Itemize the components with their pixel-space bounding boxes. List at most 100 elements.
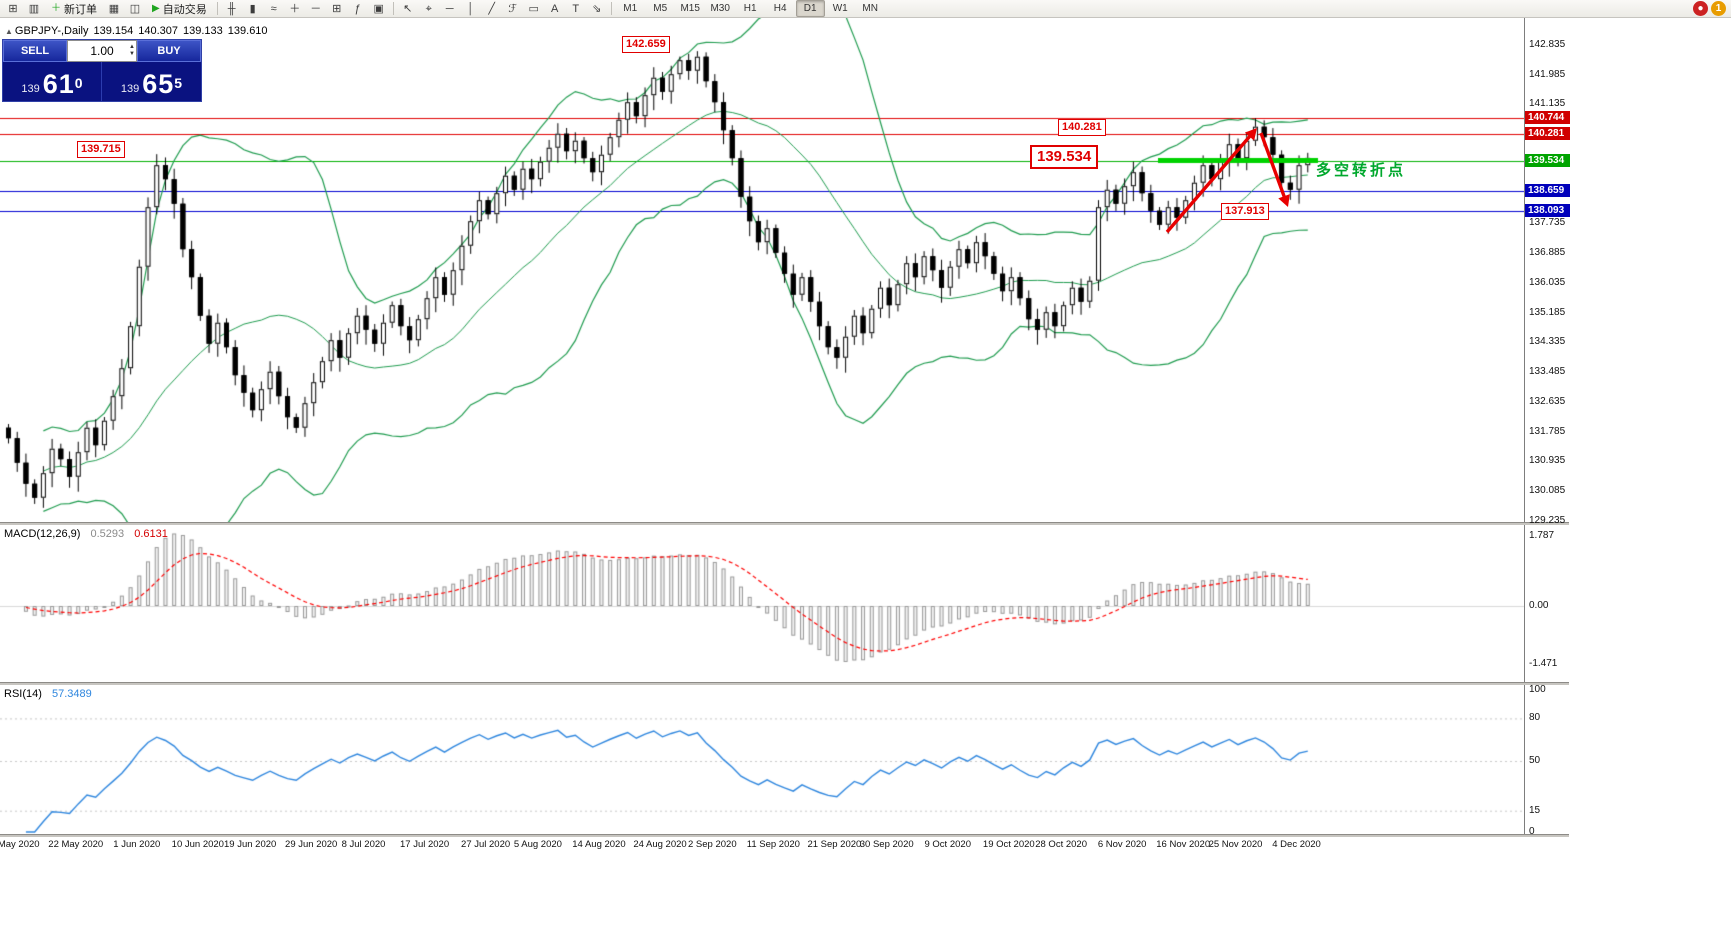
- autotrading-play-icon: ▶: [152, 2, 160, 14]
- sell-button[interactable]: SELL: [3, 40, 67, 62]
- templates-icon[interactable]: ▣: [373, 2, 384, 15]
- timeframe-m15[interactable]: M15: [680, 3, 700, 14]
- macd-tick: 0.00: [1529, 600, 1549, 611]
- rsi-tick: 80: [1529, 712, 1541, 724]
- new-chart-icon[interactable]: ⊞: [8, 2, 18, 15]
- price-tick: 130.085: [1529, 485, 1566, 497]
- date-label: 19 Oct 2020: [982, 839, 1035, 850]
- bar-chart-icon[interactable]: ╫: [227, 2, 236, 15]
- volume-value: 1.00: [90, 44, 114, 58]
- timeframe-m30[interactable]: M30: [710, 3, 730, 14]
- price-tick: 131.785: [1529, 425, 1566, 437]
- vline-tool-icon[interactable]: │: [467, 2, 475, 15]
- arrows-tool-icon[interactable]: ⇘: [592, 2, 602, 15]
- buy-price-pip: 5: [174, 75, 183, 91]
- timeframe-h4[interactable]: H4: [773, 3, 787, 14]
- price-level-badge: 140.281: [1525, 127, 1570, 141]
- crosshair-icon[interactable]: ⌖: [425, 2, 432, 15]
- buy-price[interactable]: 139 65 5: [102, 62, 201, 101]
- ohlc-high: 140.307: [138, 25, 179, 37]
- price-level-badge: 138.093: [1525, 203, 1570, 217]
- trendline-tool-icon[interactable]: ╱: [488, 2, 496, 15]
- price-label: 139.715: [77, 141, 125, 158]
- toolbar-right-icons: ● 1: [1693, 1, 1726, 16]
- date-label: 5 Aug 2020: [513, 839, 562, 850]
- price-level-badge: 140.744: [1525, 111, 1570, 125]
- panel-splitter[interactable]: [0, 682, 1569, 685]
- timeframe-m1[interactable]: M1: [623, 3, 638, 14]
- date-label: 17 Jul 2020: [399, 839, 450, 850]
- timeframe-m5[interactable]: M5: [653, 3, 668, 14]
- label-tool-icon[interactable]: T: [572, 2, 580, 15]
- macd-value-2: 0.6131: [134, 528, 168, 540]
- price-label: 139.534: [1030, 145, 1099, 169]
- price-label: 140.281: [1058, 119, 1106, 136]
- toolbar-separator: [216, 2, 218, 15]
- volume-up-icon[interactable]: ▲: [129, 44, 135, 50]
- macd-header: MACD(12,26,9) 0.5293 0.6131: [4, 528, 168, 540]
- timeframe-d1[interactable]: D1: [795, 0, 825, 17]
- indicators-icon[interactable]: ƒ: [354, 2, 361, 15]
- date-label: 30 Sep 2020: [859, 839, 914, 850]
- text-tool-icon[interactable]: A: [551, 2, 559, 15]
- price-tick: 132.635: [1529, 395, 1566, 407]
- price-tick: 141.985: [1529, 68, 1566, 80]
- autotrading-label: 自动交易: [162, 3, 207, 16]
- date-label: 11 Sep 2020: [746, 839, 800, 850]
- rsi-header: RSI(14) 57.3489: [4, 688, 92, 700]
- volume-stepper[interactable]: 1.00 ▲ ▼: [67, 40, 137, 62]
- date-label: 24 Aug 2020: [633, 839, 687, 850]
- news-icon[interactable]: ●: [1693, 1, 1708, 16]
- main-toolbar: ⊞ ▥ ＋新订单 ▦ ◫ ▶ 自动交易 ╫ ▮ ≈ ＋ － ⊞ ƒ ▣ ↖ ⌖ ─ │ ╱ ℱ ▭ A T ⇘ M1 M5 M15 M3…: [0, 0, 1731, 18]
- macd-canvas[interactable]: [0, 524, 1524, 682]
- autotrading-button[interactable]: ▶ 自动交易: [146, 0, 213, 18]
- timeframe-w1[interactable]: W1: [832, 3, 848, 14]
- price-tick: 129.235: [1529, 514, 1566, 526]
- hline-tool-icon[interactable]: ─: [445, 2, 454, 15]
- price-tick: 130.935: [1529, 455, 1566, 467]
- date-axis: 8 May 2020 22 May 2020 1 Jun 2020 10 Jun 20…: [0, 836, 1569, 854]
- volume-spin: ▲ ▼: [129, 41, 135, 61]
- price-chart-canvas[interactable]: [0, 18, 1524, 522]
- new-order-button[interactable]: ＋新订单: [45, 0, 103, 18]
- shapes-tool-icon[interactable]: ▭: [528, 2, 539, 15]
- rsi-canvas[interactable]: [0, 684, 1524, 834]
- volume-down-icon[interactable]: ▼: [129, 51, 135, 57]
- price-label: 137.913: [1221, 203, 1269, 220]
- date-label: 22 May 2020: [48, 839, 104, 850]
- notification-count-badge[interactable]: 1: [1711, 1, 1726, 16]
- timeframe-h1[interactable]: H1: [743, 3, 757, 14]
- rsi-tick: 100: [1529, 684, 1546, 695]
- fibonacci-tool-icon[interactable]: ℱ: [508, 2, 518, 15]
- date-label: 9 Oct 2020: [924, 839, 971, 850]
- price-chart-panel: ▲ GBPJPY-,Daily 139.154 140.307 139.133 139.6…: [0, 18, 1524, 522]
- buy-button[interactable]: BUY: [137, 40, 201, 62]
- date-label: 14 Aug 2020: [572, 839, 626, 850]
- price-tick: 133.485: [1529, 366, 1566, 378]
- candlestick-icon[interactable]: ▮: [249, 2, 256, 15]
- macd-label: MACD(12,26,9): [4, 528, 81, 540]
- price-tick: 141.135: [1529, 98, 1566, 110]
- cursor-icon[interactable]: ↖: [403, 2, 413, 15]
- panel-splitter[interactable]: [0, 522, 1569, 525]
- new-order-icon: ＋: [51, 2, 61, 14]
- date-label: 25 Nov 2020: [1208, 839, 1263, 850]
- price-level-badge: 139.534: [1525, 153, 1570, 167]
- date-label: 28 Oct 2020: [1035, 839, 1087, 850]
- rsi-tick: 0: [1529, 826, 1535, 837]
- price-level-badge: 138.659: [1525, 184, 1570, 198]
- market-watch-icon[interactable]: ▦: [108, 2, 120, 15]
- zoom-out-icon[interactable]: －: [310, 2, 322, 15]
- terminal-icon[interactable]: ◫: [129, 2, 141, 15]
- macd-value-1: 0.5293: [90, 528, 125, 540]
- sell-price[interactable]: 139 61 0: [3, 62, 102, 101]
- timeframe-mn[interactable]: MN: [862, 3, 878, 14]
- line-chart-icon[interactable]: ≈: [270, 2, 277, 15]
- sell-price-prefix: 139: [21, 83, 40, 95]
- panel-splitter[interactable]: [0, 834, 1569, 837]
- tile-windows-icon[interactable]: ⊞: [332, 2, 342, 15]
- profiles-icon[interactable]: ▥: [28, 2, 40, 15]
- date-label: 6 Nov 2020: [1097, 839, 1147, 850]
- macd-tick: -1.471: [1529, 657, 1558, 669]
- zoom-in-icon[interactable]: ＋: [289, 2, 301, 15]
